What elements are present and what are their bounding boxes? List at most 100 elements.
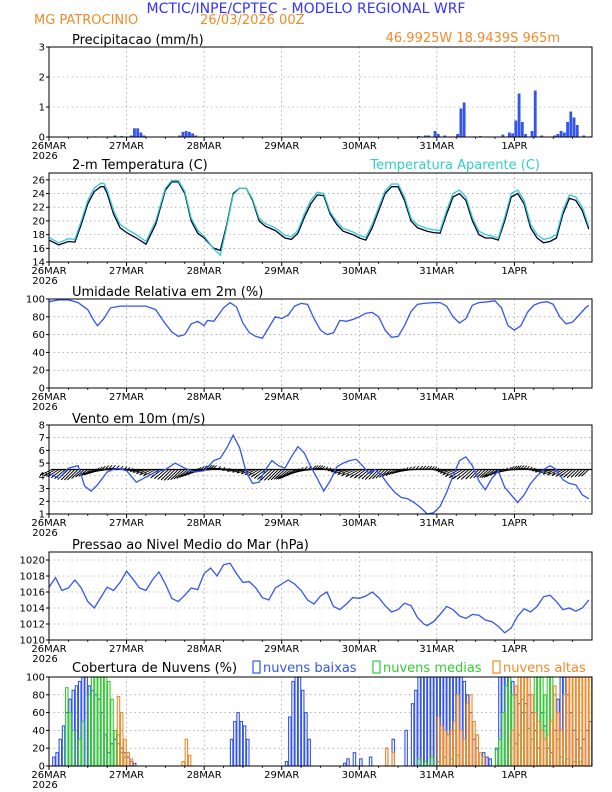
wind-barb-flag: [513, 465, 518, 470]
precip-bar: [540, 135, 544, 137]
cloud-bar-high: [514, 685, 518, 767]
wind-barb-flag: [394, 469, 399, 474]
rh-xtick-label: 27MAR: [109, 392, 144, 403]
wind-barb-flag: [372, 475, 376, 480]
temp-ytick-label: 22: [32, 203, 45, 214]
precip-xtick-label: 30MAR: [342, 141, 377, 152]
wind-barb-flag: [136, 470, 140, 474]
cloud-bar-high: [559, 729, 564, 767]
temp-panel: 14 16 18 20 22 24 26 26MAR 27MAR 28MAR 29MAR 30MAR 3…: [31, 172, 593, 287]
precip-bar: [459, 108, 463, 137]
cloud-bar-low: [352, 752, 357, 767]
temp-year-label: 2026: [32, 276, 57, 287]
precip-bar: [520, 122, 524, 137]
cloud-bar-high: [575, 676, 580, 767]
wind-barb-flag: [264, 476, 268, 481]
temp-xtick-label: 29MAR: [264, 266, 299, 277]
wind-barb-flag: [531, 467, 536, 472]
cloud-bar-high: [462, 738, 467, 767]
pressure-xtick-label: 29MAR: [264, 644, 299, 655]
wind-barb-flag: [508, 466, 512, 471]
wind-barb-flag: [361, 475, 366, 480]
precip-bar: [433, 131, 437, 137]
pressure-panel: 1010 1012 1014 1016 1018 1020 26MAR 27MAR 28MAR 2…: [20, 551, 593, 665]
pressure-title: Pressao ao Nivel Medio do Mar (hPa): [72, 538, 309, 553]
wind-ytick-label: 7: [39, 433, 45, 444]
wind-barb-flag: [213, 465, 217, 469]
cloud-bar-mid: [71, 729, 76, 767]
temp-xtick-label: 27MAR: [109, 266, 144, 277]
wind-barb-flag: [75, 473, 79, 478]
wind-xtick-label: 1APR: [501, 518, 527, 529]
temp-line-1: [48, 179, 590, 257]
wind-barb-flag: [330, 468, 335, 473]
wind-barb-flag: [43, 472, 48, 477]
wind-barb-flag: [489, 471, 494, 476]
cloud-bar-mid: [94, 676, 98, 767]
wind-xtick-label: 31MAR: [419, 518, 454, 529]
rh-title: Umidade Relativa em 2m (%): [72, 285, 263, 300]
rh-line-0: [48, 299, 590, 339]
wind-barb-flag: [295, 468, 300, 472]
precip-panel: 0 1 2 3 26MAR 27MAR 28MAR 29MAR 30MAR 31MAR 1APR 20…: [31, 43, 593, 162]
temp-ytick-label: 18: [32, 230, 45, 241]
precip-bar: [582, 135, 586, 137]
wind-barb: [437, 469, 450, 473]
pressure-ytick-label: 1014: [20, 604, 45, 615]
cloud-bar-high: [391, 752, 395, 767]
cloud-bar-high: [439, 725, 444, 767]
wind-barb-flag: [304, 466, 308, 470]
cloud-bar-low: [300, 689, 305, 767]
rh-ytick-label: 100: [26, 295, 45, 306]
wind-barb-flag: [176, 475, 181, 479]
temp-legend: Temperatura Aparente (C): [369, 158, 540, 173]
pressure-ytick-label: 1012: [20, 620, 45, 631]
wind-barb-flag: [291, 469, 296, 474]
wind-barb-flag: [83, 471, 88, 476]
wind-barb-flag: [337, 471, 342, 475]
wind-barb: [126, 469, 140, 471]
temp-xtick-label: 30MAR: [342, 266, 377, 277]
precip-bar: [133, 128, 136, 137]
wind-year-label: 2026: [32, 528, 57, 539]
cloud-bar-high: [119, 712, 124, 767]
cloud-bar-high: [465, 703, 470, 767]
wind-barb-flag: [431, 466, 435, 470]
header-station: MG PATROCINIO: [34, 13, 138, 28]
cloud-bar-low: [297, 676, 302, 767]
precip-bar: [427, 135, 430, 137]
cloud-bar-high: [126, 752, 130, 767]
wind-barb-flag: [483, 474, 488, 478]
cloud-bar-mid: [498, 738, 502, 767]
cloud-bar-mid: [65, 687, 69, 767]
pressure-ytick-label: 1010: [20, 636, 45, 647]
cloud-bar-high: [578, 676, 583, 767]
wind-barb-flag: [341, 472, 345, 477]
clouds-xtick-label: 29MAR: [264, 770, 299, 781]
cloud-bar-low: [417, 676, 421, 767]
legend-mid-swatch: [372, 660, 381, 674]
wind-barb-flag: [547, 471, 551, 476]
precip-bar: [566, 122, 569, 137]
cloud-bar-mid: [87, 694, 92, 767]
cloud-bar-mid: [97, 676, 101, 767]
wind-barb: [136, 469, 150, 475]
cloud-bar-mid: [100, 676, 105, 767]
wind-barb: [542, 469, 557, 475]
precip-bar: [530, 131, 534, 137]
cloud-bar-low: [404, 729, 408, 767]
cloud-bar-high: [443, 729, 447, 767]
wind-barb-flag: [60, 476, 65, 481]
cloud-bar-low: [410, 703, 415, 767]
cloud-bar-mid: [423, 760, 428, 767]
wind-barb: [248, 469, 260, 477]
cloud-bar-mid: [501, 712, 505, 767]
wind-barb-flag: [368, 475, 373, 480]
precip-title: Precipitacao (mm/h): [72, 33, 204, 48]
clouds-xtick-label: 26MAR: [31, 770, 66, 781]
wind-barb-flag: [139, 471, 144, 476]
precip-bar: [462, 102, 466, 137]
cloud-bar-high: [565, 676, 570, 767]
cloud-bar-low: [236, 712, 240, 767]
wind-barb-flag: [254, 475, 258, 479]
